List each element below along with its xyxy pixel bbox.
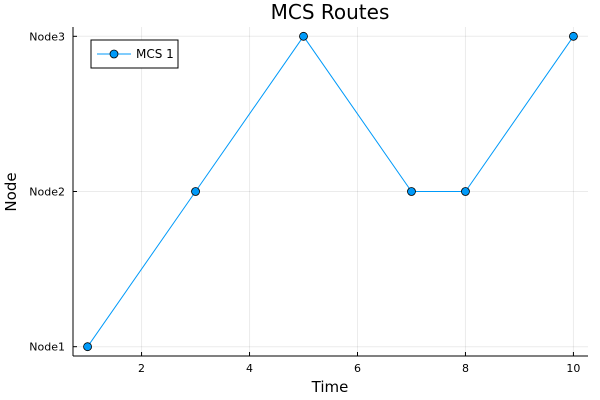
data-point — [191, 187, 200, 196]
ticks: 2 4 6 8 10 Node1 Node2 Node3 — [29, 30, 580, 375]
legend-point-marker — [109, 49, 119, 59]
data-point — [299, 31, 308, 41]
data-point — [569, 31, 578, 41]
y-tick-label: Node2 — [29, 186, 65, 199]
x-tick-label: 8 — [462, 362, 469, 375]
x-axis-label: Time — [311, 378, 349, 396]
grid-layer — [73, 27, 588, 356]
chart-title: MCS Routes — [271, 0, 390, 24]
legend-label: MCS 1 — [136, 47, 174, 61]
data-point — [461, 187, 470, 196]
series-layer — [83, 31, 578, 352]
y-tick-label: Node1 — [29, 341, 65, 354]
y-tick-label: Node3 — [29, 30, 65, 43]
x-tick-label: 6 — [354, 362, 361, 375]
series-line — [87, 35, 574, 347]
data-point — [83, 342, 92, 352]
y-axis-label: Node — [2, 172, 20, 211]
legend: MCS 1 — [90, 39, 179, 69]
data-point — [407, 187, 416, 196]
x-tick-label: 4 — [246, 362, 253, 375]
x-tick-label: 2 — [138, 362, 145, 375]
x-tick-label: 10 — [566, 362, 580, 375]
